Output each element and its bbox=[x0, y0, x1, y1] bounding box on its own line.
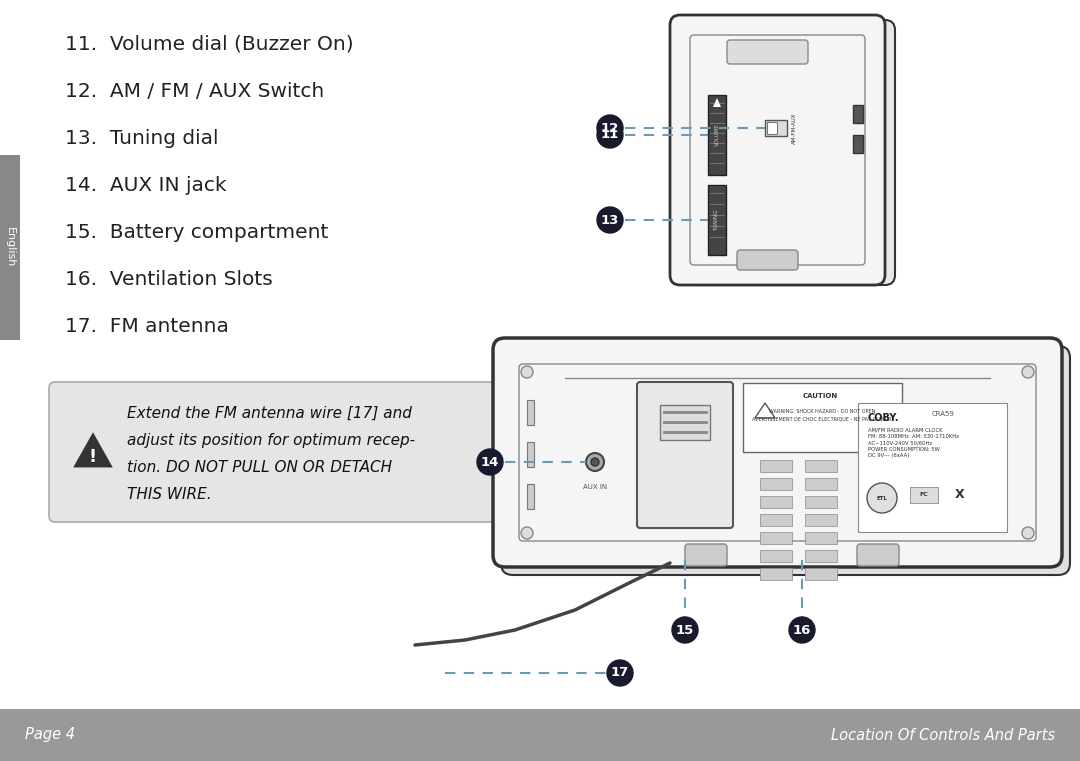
FancyBboxPatch shape bbox=[492, 338, 1062, 567]
Bar bbox=[805, 568, 837, 580]
FancyBboxPatch shape bbox=[727, 40, 808, 64]
Bar bbox=[853, 135, 863, 153]
FancyBboxPatch shape bbox=[685, 20, 895, 285]
Text: 12.  AM / FM / AUX Switch: 12. AM / FM / AUX Switch bbox=[65, 82, 324, 101]
Bar bbox=[708, 185, 726, 255]
Bar bbox=[853, 105, 863, 123]
Circle shape bbox=[521, 527, 534, 539]
Text: ETL: ETL bbox=[877, 495, 888, 501]
Bar bbox=[805, 550, 837, 562]
FancyBboxPatch shape bbox=[670, 15, 885, 285]
Text: WARNING: SHOCK HAZARD - DO NOT OPEN
AVERTISSEMENT DE CHOC ÉLECTRIQUE - NE PAS OU: WARNING: SHOCK HAZARD - DO NOT OPEN AVER… bbox=[753, 409, 892, 422]
Bar bbox=[760, 550, 792, 562]
Circle shape bbox=[477, 449, 503, 475]
Text: CAUTION: CAUTION bbox=[802, 393, 838, 399]
Circle shape bbox=[591, 458, 599, 466]
Text: 15.  Battery compartment: 15. Battery compartment bbox=[65, 223, 328, 242]
Circle shape bbox=[597, 115, 623, 141]
FancyBboxPatch shape bbox=[637, 382, 733, 528]
Text: Location Of Controls And Parts: Location Of Controls And Parts bbox=[831, 728, 1055, 743]
Text: 13: 13 bbox=[600, 214, 619, 227]
Text: 13.  Tuning dial: 13. Tuning dial bbox=[65, 129, 218, 148]
Text: 17: 17 bbox=[611, 667, 630, 680]
FancyBboxPatch shape bbox=[737, 250, 798, 270]
Text: THIS WIRE.: THIS WIRE. bbox=[127, 487, 212, 502]
Bar bbox=[527, 484, 534, 509]
Text: 11.  Volume dial (Buzzer On): 11. Volume dial (Buzzer On) bbox=[65, 35, 353, 54]
Text: 14.  AUX IN jack: 14. AUX IN jack bbox=[65, 176, 227, 195]
Text: 14: 14 bbox=[481, 456, 499, 469]
Circle shape bbox=[1022, 527, 1034, 539]
Bar bbox=[760, 478, 792, 490]
Bar bbox=[765, 120, 787, 136]
Bar bbox=[0, 155, 21, 340]
Text: CRA59: CRA59 bbox=[932, 411, 955, 417]
Circle shape bbox=[607, 660, 633, 686]
Polygon shape bbox=[75, 435, 111, 466]
Text: AUX IN: AUX IN bbox=[583, 484, 607, 490]
Bar bbox=[760, 496, 792, 508]
Text: 16: 16 bbox=[793, 623, 811, 636]
Text: tion. DO NOT PULL ON OR DETACH: tion. DO NOT PULL ON OR DETACH bbox=[127, 460, 392, 475]
Bar bbox=[760, 532, 792, 544]
FancyBboxPatch shape bbox=[501, 346, 1070, 575]
Text: VOLUME: VOLUME bbox=[715, 124, 719, 146]
FancyBboxPatch shape bbox=[858, 544, 899, 566]
Text: FC: FC bbox=[920, 492, 929, 498]
FancyBboxPatch shape bbox=[685, 544, 727, 566]
Polygon shape bbox=[713, 98, 721, 107]
FancyBboxPatch shape bbox=[743, 383, 902, 452]
Text: Page 4: Page 4 bbox=[25, 728, 75, 743]
Text: 16.  Ventilation Slots: 16. Ventilation Slots bbox=[65, 270, 273, 289]
Text: Extend the FM antenna wire [17] and: Extend the FM antenna wire [17] and bbox=[127, 406, 411, 421]
Circle shape bbox=[597, 207, 623, 233]
Bar bbox=[760, 568, 792, 580]
Bar bbox=[527, 442, 534, 467]
Text: AM/FM RADIO ALARM CLOCK
FM: 88-108MHz  AM: 530-1710KHz
AC~110V-240V 50/60Hz
POWE: AM/FM RADIO ALARM CLOCK FM: 88-108MHz AM… bbox=[868, 427, 959, 458]
FancyBboxPatch shape bbox=[49, 382, 516, 522]
FancyBboxPatch shape bbox=[858, 403, 1007, 532]
Bar bbox=[0, 709, 1080, 761]
Bar bbox=[805, 460, 837, 472]
Circle shape bbox=[789, 617, 815, 643]
Text: X: X bbox=[955, 489, 964, 501]
Bar bbox=[805, 514, 837, 526]
Text: 11: 11 bbox=[600, 129, 619, 142]
Bar bbox=[527, 400, 534, 425]
Circle shape bbox=[1022, 366, 1034, 378]
Text: English: English bbox=[5, 228, 15, 268]
Bar bbox=[805, 532, 837, 544]
Bar bbox=[708, 95, 726, 175]
Circle shape bbox=[867, 483, 897, 513]
Circle shape bbox=[586, 453, 604, 471]
Bar bbox=[760, 514, 792, 526]
Bar bbox=[805, 496, 837, 508]
Text: adjust its position for optimum recep-: adjust its position for optimum recep- bbox=[127, 433, 415, 448]
Text: !: ! bbox=[89, 448, 97, 466]
Text: AM-FM-AUX: AM-FM-AUX bbox=[792, 113, 797, 144]
Bar bbox=[760, 460, 792, 472]
Bar bbox=[660, 405, 710, 440]
Bar bbox=[910, 487, 939, 503]
Text: 17.  FM antenna: 17. FM antenna bbox=[65, 317, 229, 336]
Text: 12: 12 bbox=[600, 122, 619, 135]
Text: COBY.: COBY. bbox=[868, 413, 900, 423]
Bar bbox=[767, 122, 777, 134]
Circle shape bbox=[597, 122, 623, 148]
Circle shape bbox=[521, 366, 534, 378]
Text: 15: 15 bbox=[676, 623, 694, 636]
Text: TUNING: TUNING bbox=[715, 209, 719, 231]
Circle shape bbox=[672, 617, 698, 643]
Bar bbox=[805, 478, 837, 490]
